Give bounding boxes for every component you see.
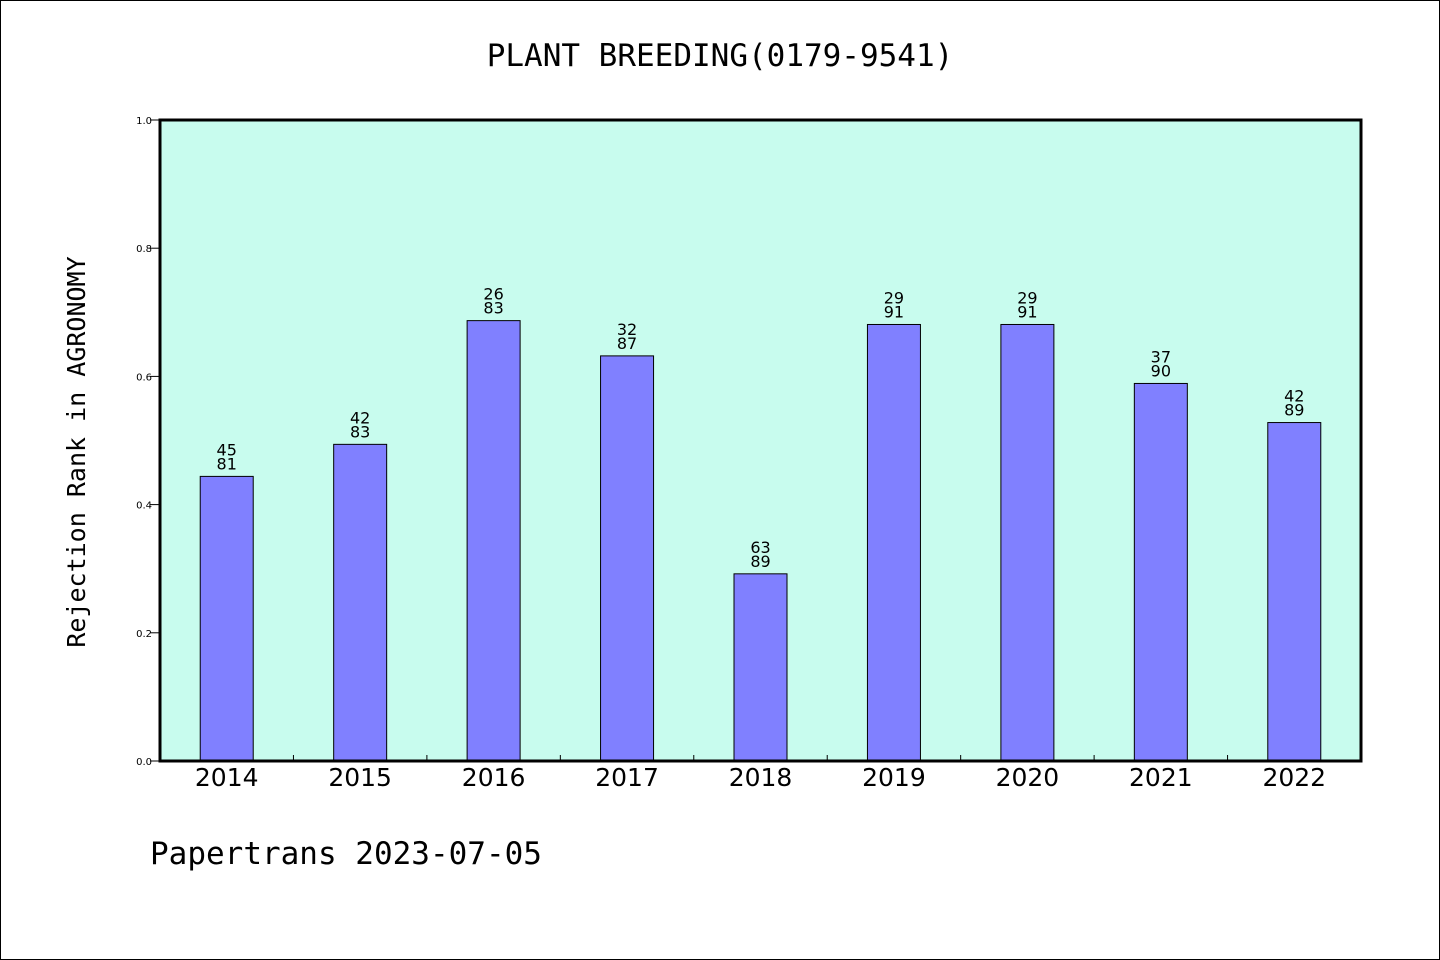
plot-border: [158, 118, 1363, 763]
bar-2022: [1267, 422, 1322, 762]
bar-label-bottom: 89: [1284, 401, 1304, 420]
bar-label-top: 26: [483, 285, 503, 304]
bar-label-bottom: 91: [884, 302, 904, 321]
bar-label-top: 42: [1284, 387, 1304, 406]
bar-label-bottom: 83: [483, 299, 503, 318]
x-tick-label: 2015: [328, 763, 392, 792]
bar-label-top: 63: [750, 538, 770, 557]
x-tick-label: 2020: [996, 763, 1060, 792]
bar-label-top: 29: [884, 288, 904, 307]
x-tick-label: 2017: [595, 763, 659, 792]
bar-label-bottom: 90: [1151, 361, 1171, 380]
bar-label-top: 45: [217, 440, 237, 459]
x-tick-label: 2018: [729, 763, 793, 792]
x-tick-label: 2016: [462, 763, 526, 792]
bar-label-top: 32: [617, 320, 637, 339]
y-tick-label: 0.2: [136, 629, 152, 640]
y-tick-label: 1.0: [136, 116, 152, 127]
bar-2021: [1133, 382, 1188, 762]
chart-title: PLANT BREEDING(0179-9541): [487, 38, 954, 74]
bar-label-top: 42: [350, 408, 370, 427]
bar-2019: [866, 323, 921, 762]
bar-label-top: 37: [1151, 347, 1171, 366]
bar-label-bottom: 87: [617, 334, 637, 353]
bar-label-top: 29: [1017, 288, 1037, 307]
bar-label-bottom: 89: [750, 552, 770, 571]
y-tick-label: 0.6: [136, 372, 152, 383]
bar-label-bottom: 83: [350, 422, 370, 441]
y-tick-label: 0.8: [136, 244, 152, 255]
x-tick-label: 2014: [195, 763, 259, 792]
bar-2016: [466, 320, 521, 762]
bar-2018: [733, 573, 788, 762]
bar-series: [199, 320, 1322, 762]
bar-label-bottom: 91: [1017, 302, 1037, 321]
x-tick-label: 2021: [1129, 763, 1193, 792]
x-axis: 2014 2015 2016 2017 2018 2019 2020 2021 2022: [195, 755, 1326, 792]
bar-2015: [333, 443, 388, 762]
bar-2020: [1000, 323, 1055, 762]
y-tick-label: 0.0: [136, 757, 152, 768]
bar-2017: [600, 355, 655, 762]
y-axis: 0.0 0.2 0.4 0.6 0.8 1.0: [136, 116, 160, 768]
y-axis-label: Rejection Rank in AGRONOMY: [62, 256, 91, 647]
bar-2014: [199, 475, 254, 762]
x-tick-label: 2019: [862, 763, 926, 792]
x-tick-label: 2022: [1262, 763, 1326, 792]
footer-text: Papertrans 2023-07-05: [150, 836, 542, 872]
y-tick-label: 0.4: [136, 501, 152, 512]
bar-label-bottom: 81: [217, 454, 237, 473]
